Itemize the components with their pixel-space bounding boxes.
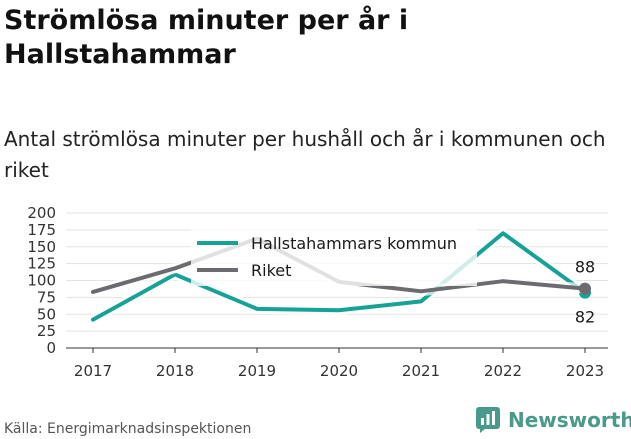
y-tick-label: 25 <box>37 322 56 340</box>
x-tick-label: 2018 <box>156 362 194 380</box>
y-tick-label: 75 <box>37 288 56 306</box>
series-endpoint-riket <box>579 282 591 295</box>
chart-subtitle: Antal strömlösa minuter per hushåll och … <box>4 127 606 182</box>
x-tick-label: 2022 <box>484 362 522 380</box>
x-tick-label: 2017 <box>74 362 112 380</box>
end-labels: 82 88 <box>575 258 595 327</box>
y-tick-label: 100 <box>27 272 56 290</box>
brand-logo[interactable]: Newsworthy <box>476 407 631 433</box>
y-tick-label: 150 <box>27 238 56 256</box>
y-tick-label: 125 <box>27 255 56 273</box>
legend: Hallstahammars kommun Riket <box>191 228 477 286</box>
chart-title: Strömlösa minuter per år i Hallstahammar <box>4 5 409 70</box>
y-tick-label: 0 <box>46 339 56 357</box>
source-note: Källa: Energimarknadsinspektionen <box>4 421 252 437</box>
legend-backdrop <box>191 228 477 286</box>
legend-label-kommun: Hallstahammars kommun <box>251 234 457 253</box>
y-tick-label: 200 <box>27 204 56 222</box>
brand-name: Newsworthy <box>508 408 631 432</box>
y-tick-label: 50 <box>37 305 56 323</box>
x-tick-label: 2021 <box>402 362 440 380</box>
x-tick-label: 2019 <box>238 362 276 380</box>
newsworthy-logo-icon <box>476 407 500 433</box>
end-label-riket: 88 <box>575 258 595 277</box>
legend-label-riket: Riket <box>251 261 291 280</box>
end-label-kommun: 82 <box>575 308 595 327</box>
x-tick-label: 2020 <box>320 362 358 380</box>
series-line-kommun <box>91 231 587 322</box>
y-tick-label: 175 <box>27 221 56 239</box>
x-tick-label: 2023 <box>566 362 604 380</box>
